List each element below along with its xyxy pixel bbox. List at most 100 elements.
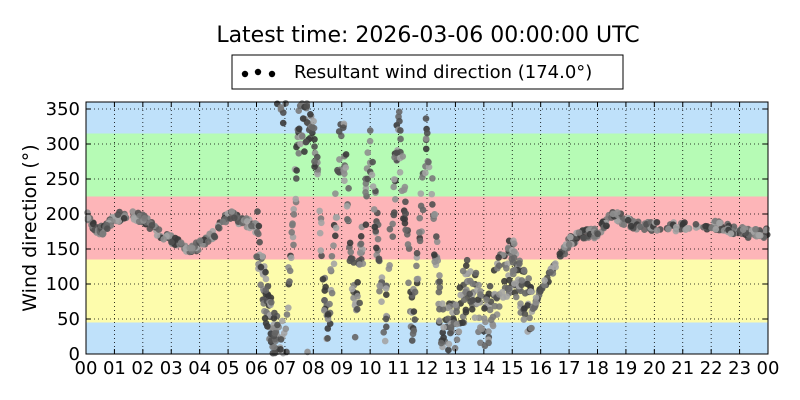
scatter-point xyxy=(503,293,511,300)
scatter-point xyxy=(436,284,444,291)
scatter-point xyxy=(332,232,339,240)
scatter-point xyxy=(580,234,587,242)
scatter-point xyxy=(467,268,474,275)
scatter-point xyxy=(290,205,298,213)
scatter-point xyxy=(369,158,376,166)
scatter-point xyxy=(692,220,700,228)
scatter-point xyxy=(346,239,354,247)
scatter-point xyxy=(594,230,602,238)
scatter-point xyxy=(444,315,452,323)
scatter-point xyxy=(378,298,385,305)
scatter-point xyxy=(282,100,289,107)
scatter-point xyxy=(297,140,304,148)
scatter-point xyxy=(231,214,238,222)
y-tick-label: 250 xyxy=(46,169,80,190)
scatter-point xyxy=(510,254,518,262)
scatter-point xyxy=(330,242,337,249)
scatter-point xyxy=(302,138,310,146)
scatter-point xyxy=(411,316,419,323)
scatter-point xyxy=(243,218,251,225)
scatter-point xyxy=(255,222,263,230)
scatter-point xyxy=(531,304,538,311)
scatter-point xyxy=(168,238,175,246)
scatter-point xyxy=(422,169,429,177)
scatter-point xyxy=(283,311,291,318)
scatter-point xyxy=(326,300,333,308)
scatter-point xyxy=(289,221,296,229)
scatter-point xyxy=(362,221,370,228)
scatter-point xyxy=(463,256,471,264)
scatter-point xyxy=(316,207,323,215)
scatter-point xyxy=(378,274,386,281)
scatter-point xyxy=(437,339,445,347)
x-tick-label: 11 xyxy=(387,358,410,379)
scatter-point xyxy=(411,288,419,296)
scatter-point xyxy=(528,324,535,332)
scatter-point xyxy=(356,249,364,257)
scatter-point xyxy=(382,323,390,331)
scatter-point xyxy=(344,216,351,223)
legend-marker xyxy=(268,70,276,78)
x-tick-label: 13 xyxy=(444,358,467,379)
scatter-point xyxy=(485,339,492,347)
scatter-point xyxy=(521,310,529,318)
scatter-point xyxy=(277,346,284,353)
scatter-point xyxy=(324,310,332,318)
scatter-point xyxy=(391,196,399,203)
y-axis-label: Wind direction (°) xyxy=(19,144,41,311)
scatter-point xyxy=(510,240,518,248)
scatter-point xyxy=(402,210,410,217)
scatter-point xyxy=(321,297,328,304)
scatter-point xyxy=(319,275,327,283)
scatter-point xyxy=(373,244,380,252)
scatter-point xyxy=(433,238,441,246)
scatter-point xyxy=(248,222,255,230)
scatter-point xyxy=(254,208,261,215)
scatter-point xyxy=(459,267,467,275)
scatter-point xyxy=(512,293,520,301)
scatter-point xyxy=(477,291,484,298)
scatter-point xyxy=(472,269,480,277)
scatter-point xyxy=(521,289,529,297)
scatter-point xyxy=(390,176,398,183)
scatter-point xyxy=(303,102,311,110)
scatter-point xyxy=(509,267,517,275)
scatter-point xyxy=(155,226,163,233)
scatter-point xyxy=(532,294,540,302)
scatter-point xyxy=(342,164,350,171)
scatter-point xyxy=(389,220,396,228)
scatter-point xyxy=(602,222,610,230)
scatter-point xyxy=(487,316,495,324)
x-tick-label: 04 xyxy=(188,358,211,379)
data-points xyxy=(84,100,771,357)
scatter-point xyxy=(400,186,408,194)
x-tick-label: 23 xyxy=(728,358,751,379)
scatter-point xyxy=(327,266,334,273)
scatter-point xyxy=(349,255,356,263)
scatter-point xyxy=(665,225,672,233)
scatter-point xyxy=(518,277,526,284)
scatter-point xyxy=(318,252,325,260)
scatter-point xyxy=(486,282,494,290)
x-tick-label: 10 xyxy=(359,358,382,379)
scatter-point xyxy=(716,219,723,227)
x-tick-label: 12 xyxy=(416,358,439,379)
scatter-point xyxy=(311,135,318,143)
scatter-point xyxy=(328,252,336,260)
scatter-point xyxy=(316,229,324,237)
x-tick-label: 06 xyxy=(245,358,268,379)
scatter-point xyxy=(368,171,376,179)
y-tick-label: 150 xyxy=(46,239,80,260)
scatter-point xyxy=(298,132,306,140)
scatter-point xyxy=(417,202,425,210)
scatter-point xyxy=(271,349,279,357)
scatter-point xyxy=(462,306,470,314)
x-tick-label: 20 xyxy=(643,358,666,379)
scatter-point xyxy=(371,223,379,231)
scatter-point xyxy=(376,287,383,295)
scatter-point xyxy=(511,248,518,255)
scatter-point xyxy=(357,232,365,240)
scatter-point xyxy=(422,135,430,142)
scatter-point xyxy=(453,320,461,328)
